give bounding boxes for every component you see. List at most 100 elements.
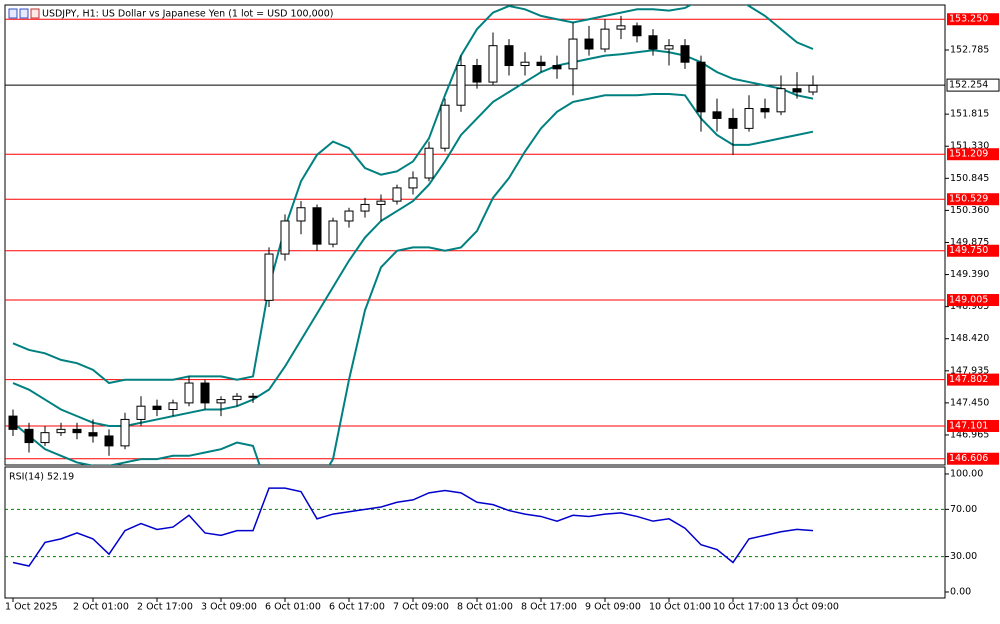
y-tick-label: 147.935 xyxy=(950,365,989,376)
y-tick-label: 152.785 xyxy=(950,44,989,55)
level-label-box xyxy=(947,373,999,386)
x-tick-label: 2 Oct 01:00 xyxy=(73,602,129,613)
level-label-box xyxy=(947,148,999,161)
candle-body xyxy=(104,435,114,447)
level-label-box xyxy=(947,294,999,307)
current-price-label: 152.254 xyxy=(949,80,988,91)
candle-body xyxy=(760,108,770,113)
candle-body xyxy=(312,207,322,245)
candle-body xyxy=(88,432,98,437)
y-tick-label: 151.330 xyxy=(950,141,989,152)
candle-body xyxy=(24,428,34,444)
candle-body xyxy=(632,25,642,37)
candle-body xyxy=(392,187,402,202)
level-label-box xyxy=(947,193,999,206)
candle-body xyxy=(456,65,466,106)
x-tick-label: 10 Oct 17:00 xyxy=(713,602,775,613)
candle-body xyxy=(120,418,130,447)
rsi-y-tick-label: 0.00 xyxy=(950,586,971,597)
y-tick-label: 148.420 xyxy=(950,333,989,344)
candle-body xyxy=(792,88,802,93)
candle-body xyxy=(488,45,498,83)
candle-body xyxy=(808,84,818,93)
x-tick-label: 13 Oct 09:00 xyxy=(777,602,839,613)
bollinger-lower xyxy=(12,92,814,465)
candle-body xyxy=(776,88,786,113)
candle-body xyxy=(152,405,162,411)
candle-body xyxy=(232,395,242,401)
x-tick-label: 1 Oct 2025 xyxy=(5,602,58,613)
main-panel xyxy=(4,4,946,466)
level-label: 147.101 xyxy=(949,420,988,431)
candle-body xyxy=(504,45,514,67)
candle-body xyxy=(360,203,370,212)
candle-body xyxy=(40,432,50,444)
candle-body xyxy=(280,220,290,255)
candle-body xyxy=(648,35,658,50)
candle-body xyxy=(200,382,210,404)
symbol-icon xyxy=(8,8,40,19)
y-tick-label: 149.875 xyxy=(950,237,989,248)
rsi-y-tick-label: 100.00 xyxy=(950,468,983,479)
level-label: 146.606 xyxy=(949,453,988,464)
y-tick-label: 147.450 xyxy=(950,397,989,408)
candle-body xyxy=(680,45,690,63)
candle-body xyxy=(408,177,418,189)
y-tick-label: 146.965 xyxy=(950,429,989,440)
level-label-box xyxy=(947,452,999,465)
rsi-y-tick-label: 70.00 xyxy=(950,504,977,515)
candle-body xyxy=(184,382,194,404)
y-tick-label: 150.845 xyxy=(950,173,989,184)
candle-body xyxy=(520,61,530,67)
candle-body xyxy=(664,45,674,50)
candle-body xyxy=(168,402,178,411)
candle-body xyxy=(712,111,722,119)
y-tick-label: 151.815 xyxy=(950,109,989,120)
candle-body xyxy=(728,117,738,129)
chart-title: USDJPY, H1: US Dollar vs Japanese Yen (1… xyxy=(42,9,333,20)
candle-body xyxy=(552,65,562,70)
x-tick-label: 7 Oct 09:00 xyxy=(393,602,449,613)
main-plot xyxy=(5,5,945,465)
candle-body xyxy=(376,200,386,205)
y-tick-label: 149.390 xyxy=(950,269,989,280)
candle-body xyxy=(600,28,610,50)
candle-body xyxy=(696,61,706,113)
candle-body xyxy=(616,25,626,30)
candle-body xyxy=(472,65,482,83)
rsi-title: RSI(14) 52.19 xyxy=(9,472,74,483)
candle-body xyxy=(744,108,754,129)
current-price-box xyxy=(946,78,1000,92)
rsi-line xyxy=(12,487,814,567)
level-label: 147.802 xyxy=(949,374,988,385)
candle-body xyxy=(536,61,546,67)
candle-body xyxy=(344,210,354,222)
candle-body xyxy=(296,207,306,222)
rsi-panel xyxy=(4,466,946,599)
level-label: 150.529 xyxy=(949,194,988,205)
level-label: 149.750 xyxy=(949,245,988,256)
candle-body xyxy=(216,399,226,404)
x-tick-label: 3 Oct 09:00 xyxy=(201,602,257,613)
candle-body xyxy=(136,405,146,420)
candle-body xyxy=(264,253,274,301)
level-label-box xyxy=(947,244,999,257)
level-label: 153.250 xyxy=(949,14,988,25)
level-label-box xyxy=(947,13,999,26)
y-tick-label: 148.905 xyxy=(950,301,989,312)
candle-body xyxy=(568,38,578,70)
x-tick-label: 8 Oct 17:00 xyxy=(521,602,577,613)
candle-body xyxy=(424,147,434,179)
x-tick-label: 8 Oct 01:00 xyxy=(457,602,513,613)
x-tick-label: 9 Oct 09:00 xyxy=(585,602,641,613)
x-tick-label: 6 Oct 01:00 xyxy=(265,602,321,613)
candle-body xyxy=(248,395,258,398)
rsi-plot xyxy=(5,487,945,567)
y-tick-label: 150.360 xyxy=(950,205,989,216)
candle-body xyxy=(440,104,450,149)
bollinger-upper xyxy=(12,5,814,385)
level-label-box xyxy=(947,419,999,432)
candle-body xyxy=(72,428,82,434)
x-tick-label: 6 Oct 17:00 xyxy=(329,602,385,613)
